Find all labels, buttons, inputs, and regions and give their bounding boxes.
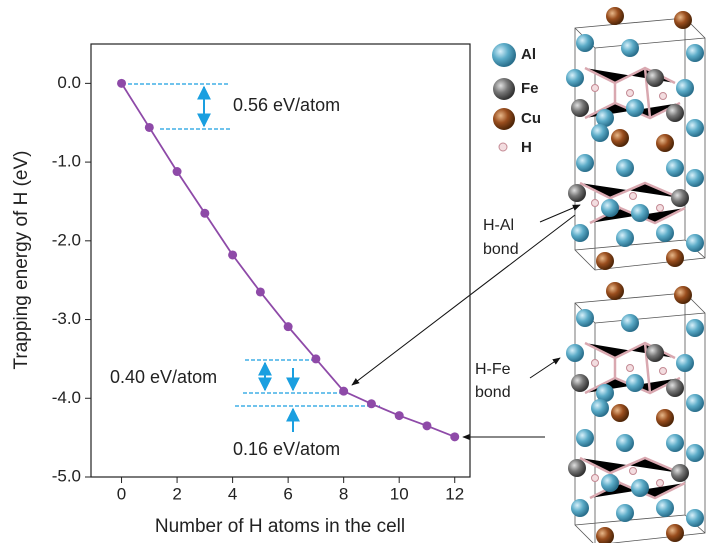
crystal-structure bbox=[566, 7, 705, 270]
data-point bbox=[450, 432, 459, 441]
crystal-structure bbox=[566, 282, 705, 543]
legend-swatch bbox=[499, 143, 507, 151]
data-point bbox=[200, 209, 209, 218]
y-tick-label: -4.0 bbox=[52, 388, 81, 407]
y-tick-label: -2.0 bbox=[52, 230, 81, 249]
data-point bbox=[395, 411, 404, 420]
data-point bbox=[311, 354, 320, 363]
bond-label: bond bbox=[475, 384, 511, 401]
data-point bbox=[173, 167, 182, 176]
x-tick-label: 4 bbox=[228, 484, 237, 503]
y-tick-label: 0.0 bbox=[57, 73, 81, 92]
x-tick-label: 0 bbox=[117, 484, 126, 503]
legend-label: Cu bbox=[521, 110, 541, 127]
bond-label: H-Al bbox=[483, 217, 514, 234]
data-point bbox=[339, 387, 348, 396]
legend-swatch bbox=[493, 108, 515, 130]
legend-label: Al bbox=[521, 46, 536, 63]
legend-swatch bbox=[493, 78, 515, 100]
legend-label: H bbox=[521, 139, 532, 156]
data-point bbox=[367, 399, 376, 408]
data-point bbox=[256, 287, 265, 296]
x-tick-label: 6 bbox=[283, 484, 292, 503]
data-point bbox=[422, 421, 431, 430]
y-tick-label: -5.0 bbox=[52, 466, 81, 485]
pointer-arrow bbox=[530, 358, 560, 378]
legend-label: Fe bbox=[521, 80, 539, 97]
x-tick-label: 8 bbox=[339, 484, 348, 503]
annotation: 0.16 eV/atom bbox=[233, 439, 340, 459]
x-axis-title: Number of H atoms in the cell bbox=[155, 516, 405, 537]
bond-label: H-Fe bbox=[475, 361, 511, 378]
figure: Al Fe Cu H H-Al bond H-Fe bond 0.56 eV/a… bbox=[0, 0, 714, 543]
bond-label: bond bbox=[483, 241, 519, 258]
data-point bbox=[284, 322, 293, 331]
annotation: 0.56 eV/atom bbox=[233, 95, 340, 115]
x-tick-label: 2 bbox=[172, 484, 181, 503]
data-point bbox=[117, 79, 126, 88]
legend-swatch bbox=[492, 43, 516, 67]
data-point bbox=[228, 250, 237, 259]
link-arrow bbox=[352, 215, 575, 385]
x-tick-label: 12 bbox=[445, 484, 464, 503]
y-tick-label: -1.0 bbox=[52, 152, 81, 171]
x-tick-label: 10 bbox=[390, 484, 409, 503]
y-axis-title: Trapping energy of H (eV) bbox=[11, 151, 32, 370]
annotation: 0.40 eV/atom bbox=[110, 367, 217, 387]
y-tick-label: -3.0 bbox=[52, 309, 81, 328]
pointer-arrow bbox=[540, 205, 580, 222]
data-point bbox=[145, 123, 154, 132]
